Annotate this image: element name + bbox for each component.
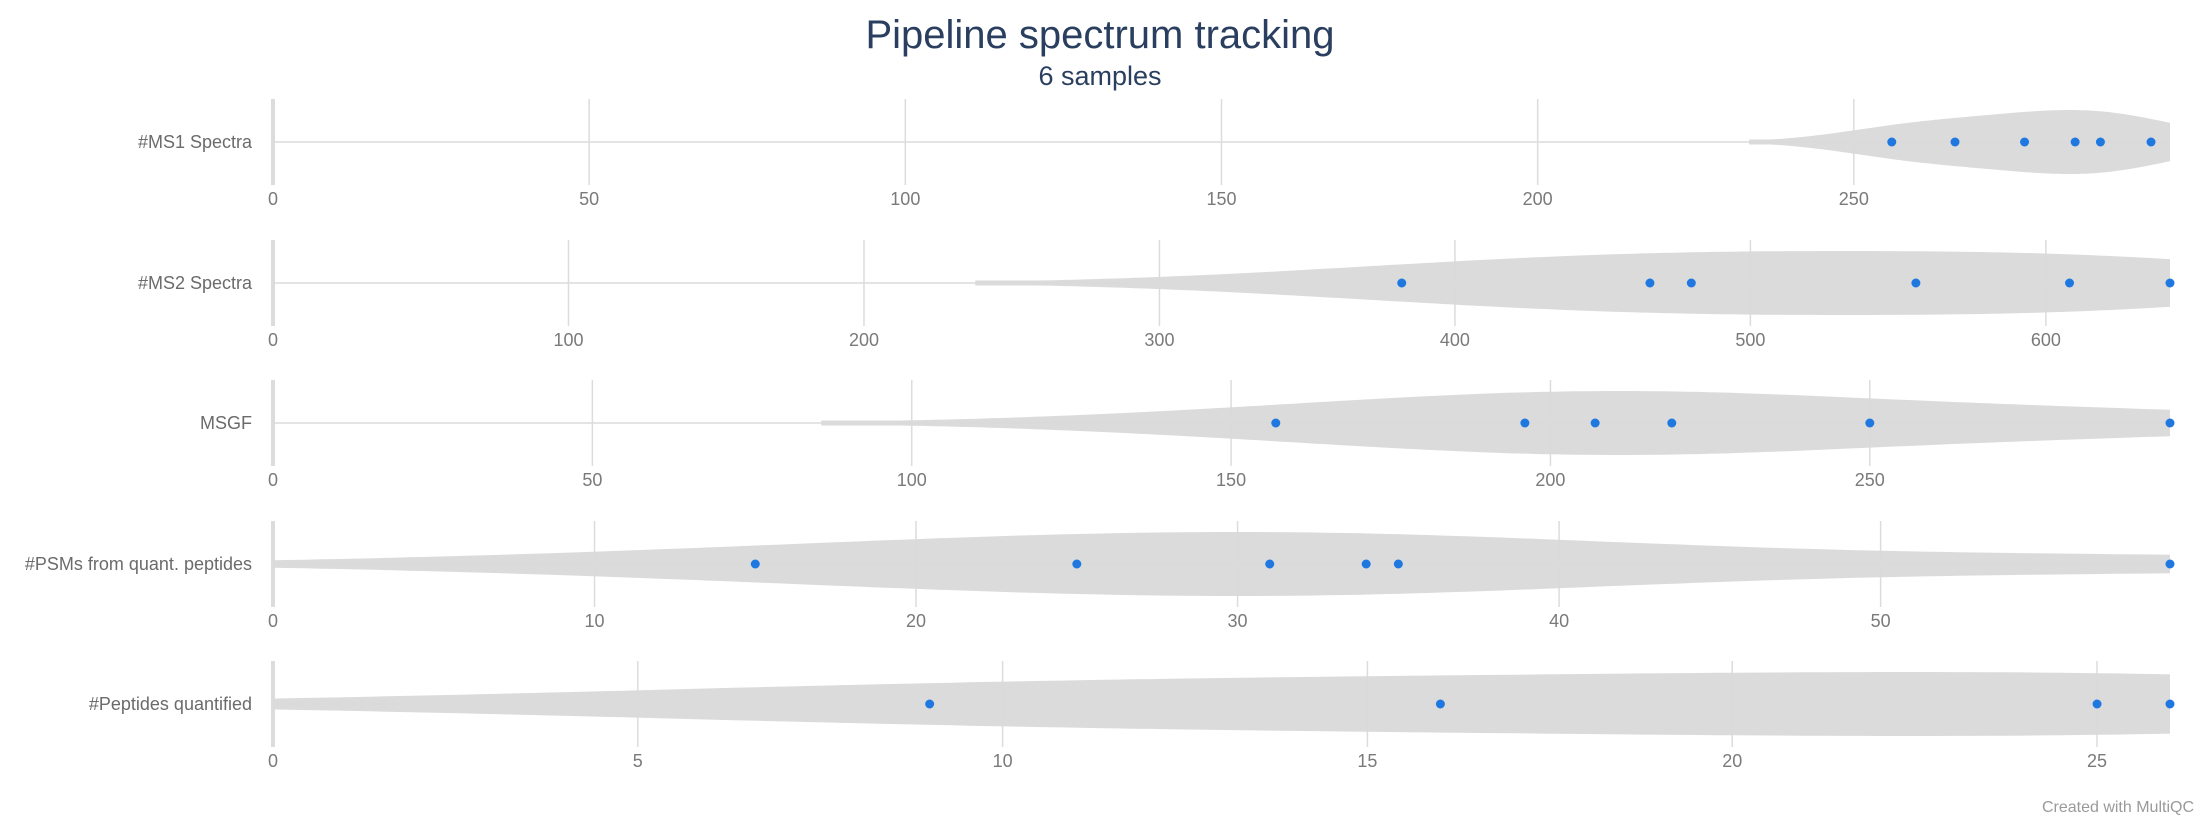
data-point[interactable] (2165, 278, 2175, 288)
tick-label: 100 (553, 330, 583, 350)
row-label: #MS2 Spectra (138, 273, 253, 293)
tick-label: 5 (633, 751, 643, 771)
violin-shape (975, 251, 2170, 315)
tick-label: 25 (2087, 751, 2107, 771)
chart-title: Pipeline spectrum tracking (865, 13, 1334, 57)
row-label: MSGF (200, 413, 252, 433)
tick-label: 20 (1722, 751, 1742, 771)
violin-shape (273, 532, 2170, 596)
tick-label: 500 (1735, 330, 1765, 350)
tick-label: 0 (268, 189, 278, 209)
violin-row: 0 5 10 15 20 25 #Peptides quantified (89, 661, 2175, 771)
tick-label: 20 (906, 611, 926, 631)
violin-shape (1749, 110, 2170, 174)
tick-label: 100 (897, 470, 927, 490)
data-point[interactable] (1865, 418, 1875, 428)
data-point[interactable] (1435, 699, 1445, 709)
data-point[interactable] (1645, 278, 1655, 288)
violin-shape (821, 391, 2171, 455)
data-point[interactable] (2065, 278, 2075, 288)
data-point[interactable] (1393, 559, 1403, 569)
tick-label: 10 (993, 751, 1013, 771)
data-point[interactable] (2092, 699, 2102, 709)
data-point[interactable] (1911, 278, 1921, 288)
tick-label: 150 (1206, 189, 1236, 209)
tick-label: 150 (1216, 470, 1246, 490)
tick-label: 0 (268, 611, 278, 631)
violin-row: 0 50 100 150 200 250 #MS1 Spectra (138, 99, 2170, 209)
data-point[interactable] (1271, 418, 1281, 428)
data-point[interactable] (750, 559, 760, 569)
data-point[interactable] (1590, 418, 1600, 428)
violin-row: 0 50 100 150 200 250 MSGF (200, 380, 2175, 490)
tick-label: 50 (579, 189, 599, 209)
data-point[interactable] (1361, 559, 1371, 569)
tick-label: 250 (1839, 189, 1869, 209)
data-point[interactable] (1072, 559, 1082, 569)
violin-shape (273, 672, 2170, 736)
tick-label: 0 (268, 751, 278, 771)
data-point[interactable] (1265, 559, 1275, 569)
data-point[interactable] (1397, 278, 1407, 288)
tick-label: 100 (890, 189, 920, 209)
tick-label: 0 (268, 330, 278, 350)
violin-row: 0 100 200 300 400 500 600 #MS2 Spectra (138, 240, 2175, 350)
data-point[interactable] (2165, 418, 2175, 428)
tick-label: 300 (1144, 330, 1174, 350)
data-point[interactable] (925, 699, 935, 709)
tick-label: 0 (268, 470, 278, 490)
data-point[interactable] (2146, 137, 2156, 147)
credit-text: Created with MultiQC (2042, 799, 2194, 816)
tick-label: 400 (1440, 330, 1470, 350)
tick-label: 15 (1357, 751, 1377, 771)
row-label: #PSMs from quant. peptides (25, 554, 252, 574)
data-point[interactable] (2165, 699, 2175, 709)
tick-label: 600 (2031, 330, 2061, 350)
row-label: #Peptides quantified (89, 694, 252, 714)
row-label: #MS1 Spectra (138, 132, 253, 152)
tick-label: 250 (1855, 470, 1885, 490)
tick-label: 40 (1549, 611, 1569, 631)
data-point[interactable] (2165, 559, 2175, 569)
data-point[interactable] (1686, 278, 1696, 288)
chart-subtitle: 6 samples (1038, 61, 1161, 91)
tick-label: 200 (1523, 189, 1553, 209)
data-point[interactable] (1887, 137, 1897, 147)
tick-label: 200 (849, 330, 879, 350)
tick-label: 50 (1871, 611, 1891, 631)
tick-label: 200 (1535, 470, 1565, 490)
data-point[interactable] (1520, 418, 1530, 428)
tick-label: 10 (585, 611, 605, 631)
tick-label: 30 (1228, 611, 1248, 631)
data-point[interactable] (2095, 137, 2105, 147)
data-point[interactable] (1667, 418, 1677, 428)
tick-label: 50 (582, 470, 602, 490)
violin-row: 0 10 20 30 40 50 #PSMs from quant. peptides (25, 521, 2175, 631)
data-point[interactable] (2070, 137, 2080, 147)
data-point[interactable] (2020, 137, 2030, 147)
data-point[interactable] (1950, 137, 1960, 147)
